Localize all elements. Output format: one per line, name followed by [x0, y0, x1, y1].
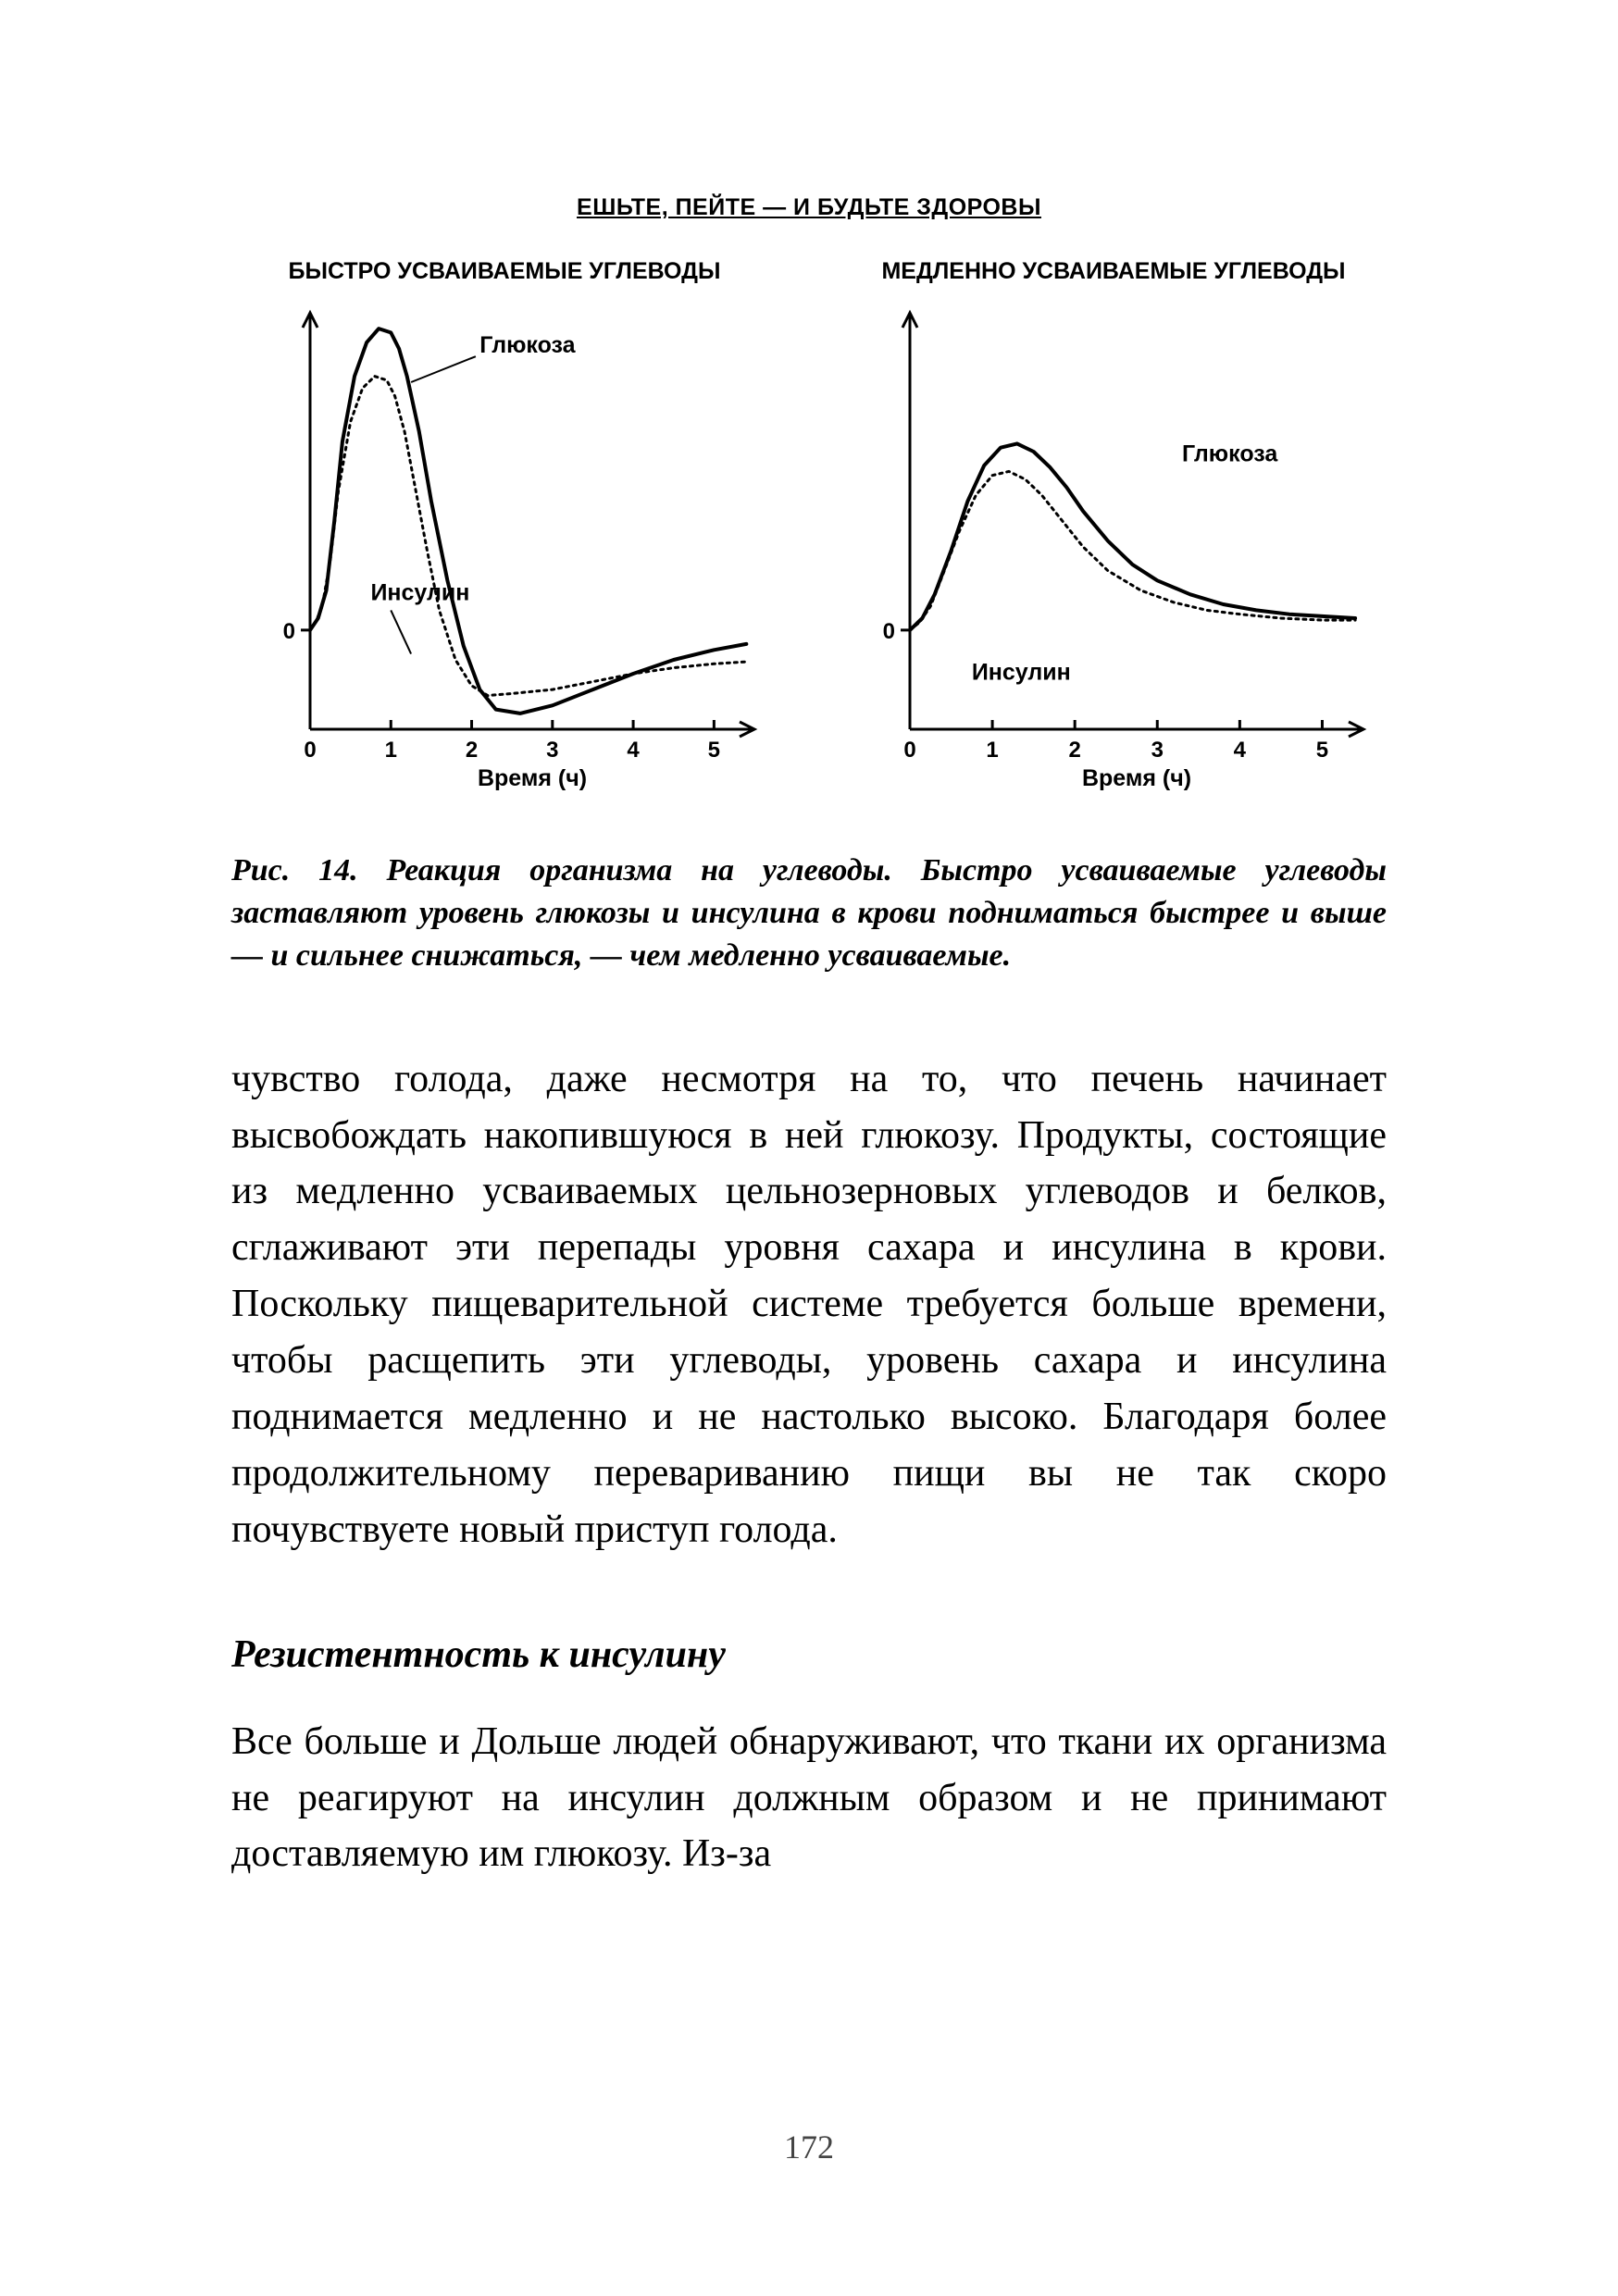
- svg-text:Глюкоза: Глюкоза: [479, 332, 576, 358]
- body-paragraph-2: Все больше и Дольше людей обнаруживают, …: [231, 1714, 1387, 1883]
- svg-text:5: 5: [708, 738, 720, 763]
- svg-text:0: 0: [903, 738, 915, 763]
- figure-14: БЫСТРО УСВАИВАЕМЫЕ УГЛЕВОДЫ 0 1 2 3 4 5 0 Время…: [231, 258, 1387, 813]
- svg-text:0: 0: [304, 738, 316, 763]
- svg-text:Время (ч): Время (ч): [478, 765, 587, 791]
- page-number: 172: [231, 2128, 1387, 2185]
- svg-text:0: 0: [883, 619, 895, 644]
- svg-text:2: 2: [466, 738, 478, 763]
- svg-text:2: 2: [1069, 738, 1081, 763]
- svg-text:3: 3: [546, 738, 558, 763]
- svg-text:Инсулин: Инсулин: [972, 659, 1071, 685]
- page-header: ЕШЬТЕ, ПЕЙТЕ — И БУДЬТЕ ЗДОРОВЫ: [231, 194, 1387, 221]
- slow-carbs-chart-block: МЕДЛЕННО УСВАИВАЕМЫЕ УГЛЕВОДЫ 0 1 2 3 4 5 0 Вре…: [840, 258, 1387, 813]
- svg-text:1: 1: [986, 738, 998, 763]
- figure-caption: Рис. 14. Реакция организма на углеводы. …: [231, 850, 1387, 977]
- fast-carbs-chart: 0 1 2 3 4 5 0 Время (ч) Глюкоза Инсулин: [231, 294, 778, 813]
- slow-carbs-chart-title: МЕДЛЕННО УСВАИВАЕМЫЕ УГЛЕВОДЫ: [881, 258, 1345, 285]
- svg-text:0: 0: [283, 619, 295, 644]
- slow-carbs-chart: 0 1 2 3 4 5 0 Время (ч) Глюкоза Инсулин: [840, 294, 1387, 813]
- page: ЕШЬТЕ, ПЕЙТЕ — И БУДЬТЕ ЗДОРОВЫ БЫСТРО У…: [0, 0, 1618, 2296]
- svg-text:Глюкоза: Глюкоза: [1182, 441, 1278, 467]
- svg-text:4: 4: [627, 738, 640, 763]
- svg-text:4: 4: [1234, 738, 1247, 763]
- svg-text:1: 1: [385, 738, 397, 763]
- svg-text:5: 5: [1316, 738, 1328, 763]
- svg-text:Инсулин: Инсулин: [370, 580, 469, 606]
- svg-text:Время (ч): Время (ч): [1082, 765, 1191, 791]
- fast-carbs-chart-block: БЫСТРО УСВАИВАЕМЫЕ УГЛЕВОДЫ 0 1 2 3 4 5 0 Время…: [231, 258, 778, 813]
- section-heading: Резистентность к инсулину: [231, 1632, 1387, 1677]
- body-paragraph-1: чувство голода, даже несмотря на то, что…: [231, 1051, 1387, 1558]
- fast-carbs-chart-title: БЫСТРО УСВАИВАЕМЫЕ УГЛЕВОДЫ: [289, 258, 721, 285]
- svg-text:3: 3: [1151, 738, 1164, 763]
